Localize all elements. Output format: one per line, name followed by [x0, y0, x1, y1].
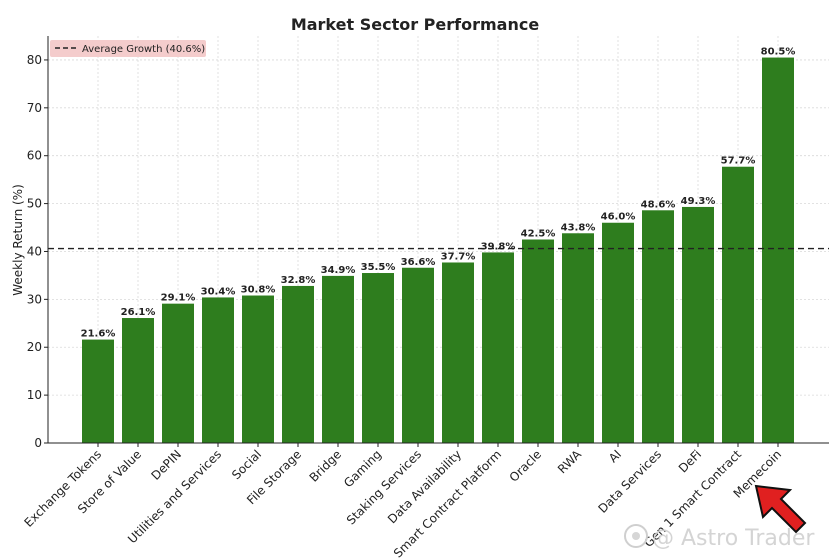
- bar: [242, 295, 274, 443]
- bar: [162, 303, 194, 443]
- bar: [762, 57, 794, 443]
- bar: [122, 318, 154, 443]
- x-tick-label: Staking Services: [344, 447, 424, 527]
- y-tick-label: 40: [27, 244, 42, 258]
- y-tick-label: 50: [27, 197, 42, 211]
- y-tick-label: 80: [27, 53, 42, 67]
- x-tick-label: Social: [229, 447, 264, 482]
- data-label: 37.7%: [441, 251, 476, 262]
- x-tick-label: DeFi: [676, 447, 704, 475]
- bar: [722, 166, 754, 444]
- data-label: 21.6%: [81, 329, 116, 340]
- y-tick-label: 70: [27, 101, 42, 115]
- bar: [402, 267, 434, 443]
- data-labels: 21.6% 26.1% 29.1% 30.4% 30.8% 32.8% 34.9% 35.5%…: [81, 47, 796, 340]
- y-tick-label: 0: [34, 436, 42, 450]
- x-tick-label: Data Services: [595, 447, 664, 516]
- data-label: 42.5%: [521, 229, 556, 240]
- red-arrow-icon: [754, 484, 807, 534]
- data-label: 34.9%: [321, 265, 356, 276]
- bar: [482, 252, 514, 443]
- x-tick-label: RWA: [555, 447, 585, 477]
- bar: [322, 275, 354, 443]
- data-label: 30.4%: [201, 286, 236, 297]
- bar: [602, 222, 634, 443]
- x-tick-label: Bridge: [307, 447, 345, 485]
- x-tick-label: DePIN: [149, 447, 185, 483]
- x-tick-label: AI: [606, 447, 624, 465]
- legend: Average Growth (40.6%): [50, 40, 206, 57]
- data-label: 26.1%: [121, 307, 156, 318]
- bar: [522, 239, 554, 443]
- bar: [362, 273, 394, 443]
- data-label: 35.5%: [361, 262, 396, 273]
- data-label: 32.8%: [281, 275, 316, 286]
- astro-logo-icon: [624, 524, 648, 548]
- bar: [682, 206, 714, 443]
- data-label: 29.1%: [161, 293, 196, 304]
- data-label: 49.3%: [681, 196, 716, 207]
- legend-box: [50, 40, 206, 57]
- bar: [442, 262, 474, 443]
- data-label: 43.8%: [561, 222, 596, 233]
- bar: [282, 285, 314, 443]
- watermark-text: @ Astro Trader: [652, 526, 815, 551]
- y-tick-label: 10: [27, 388, 42, 402]
- x-tick-label: Data Availability: [385, 447, 464, 526]
- data-label: 30.8%: [241, 285, 276, 296]
- data-label: 39.8%: [481, 241, 516, 252]
- legend-label: Average Growth (40.6%): [82, 44, 205, 55]
- watermark: @ Astro Trader: [624, 524, 815, 551]
- data-label: 36.6%: [401, 257, 436, 268]
- y-tick-labels: 0 10 20 30 40 50 60 70 80: [27, 53, 48, 450]
- bar: [202, 297, 234, 443]
- data-label: 57.7%: [721, 156, 756, 167]
- data-label: 46.0%: [601, 212, 636, 223]
- y-tick-label: 20: [27, 340, 42, 354]
- bars: [82, 57, 794, 444]
- data-label: 80.5%: [761, 47, 796, 58]
- y-tick-label: 30: [27, 292, 42, 306]
- y-tick-label: 60: [27, 149, 42, 163]
- x-tick-label: Oracle: [507, 447, 545, 485]
- data-label: 48.6%: [641, 199, 676, 210]
- bar: [642, 210, 674, 443]
- bar: [562, 233, 594, 443]
- chart-title: Market Sector Performance: [291, 15, 540, 34]
- y-axis-label: Weekly Return (%): [11, 184, 25, 296]
- bar: [82, 339, 114, 443]
